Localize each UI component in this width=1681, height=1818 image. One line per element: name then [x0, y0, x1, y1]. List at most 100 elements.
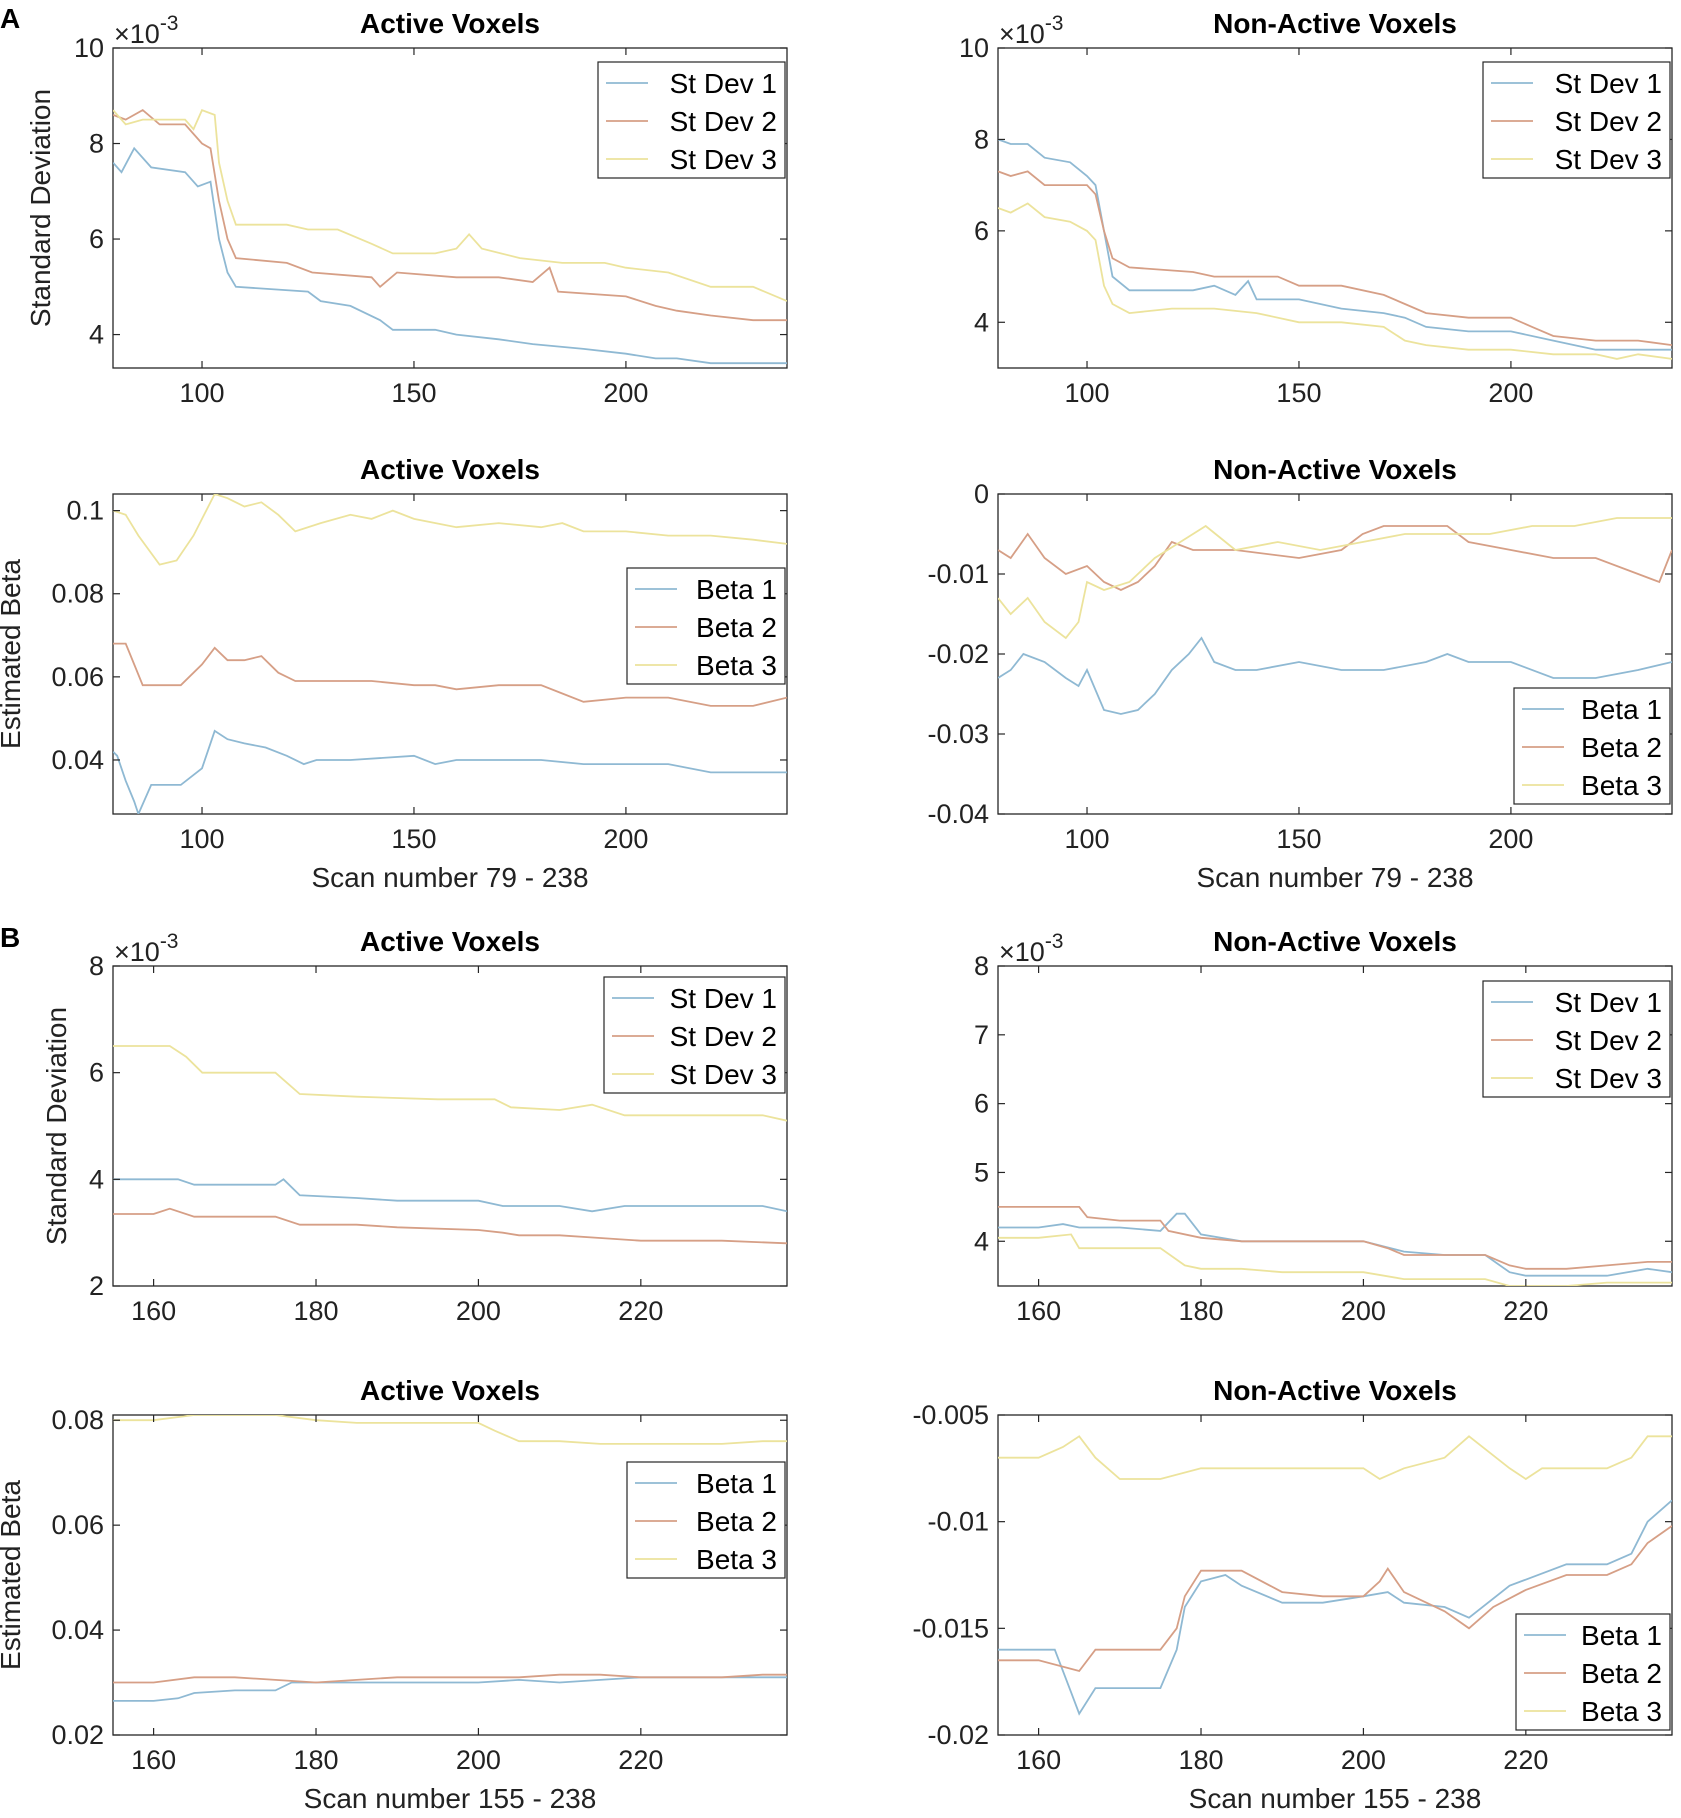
x-tick-label: 200 — [456, 1745, 501, 1775]
x-tick-label: 200 — [1488, 824, 1533, 854]
series-line-2 — [113, 1207, 787, 1245]
legend-entry: Beta 1 — [696, 1468, 777, 1499]
series-line-1 — [998, 1499, 1672, 1716]
y-tick-label: 0.1 — [66, 496, 104, 526]
legend-entry: Beta 3 — [696, 1544, 777, 1575]
y-tick-label: 5 — [974, 1157, 989, 1187]
exponent-base: ×10 — [999, 19, 1045, 49]
legend-entry: St Dev 2 — [670, 1021, 777, 1052]
exponent-base: ×10 — [114, 19, 160, 49]
chart-title: Non-Active Voxels — [1213, 1375, 1457, 1406]
x-tick-label: 160 — [1016, 1296, 1061, 1326]
legend-entry: St Dev 1 — [670, 68, 777, 99]
x-tick-label: 180 — [293, 1745, 338, 1775]
y-tick-label: 7 — [974, 1020, 989, 1050]
y-tick-label: -0.01 — [927, 559, 989, 589]
exponent-power: -3 — [160, 930, 179, 953]
series-line-3 — [998, 517, 1672, 640]
y-tick-label: 8 — [974, 951, 989, 981]
exponent-label: ×10-3 — [114, 12, 179, 49]
y-tick-label: 0.08 — [51, 1405, 104, 1435]
x-tick-label: 220 — [618, 1745, 663, 1775]
x-tick-label: 150 — [391, 378, 436, 408]
x-tick-label: 160 — [131, 1296, 176, 1326]
legend: St Dev 1 St Dev 2 St Dev 3 — [1482, 980, 1671, 1098]
series-line-3 — [113, 1045, 787, 1122]
legend-entry: Beta 3 — [1581, 1696, 1662, 1727]
legend-entry: St Dev 3 — [1555, 144, 1662, 175]
series-line-2 — [998, 525, 1672, 591]
legend: St Dev 1 St Dev 2 St Dev 3 — [603, 976, 786, 1094]
x-axis-label: Scan number 79 - 238 — [311, 862, 588, 893]
x-tick-label: 200 — [603, 824, 648, 854]
y-tick-label: 4 — [89, 1164, 104, 1194]
series-line-3 — [998, 1435, 1672, 1481]
y-tick-label: 0.06 — [51, 1510, 104, 1540]
y-tick-label: 6 — [974, 1089, 989, 1119]
legend: Beta 1 Beta 2 Beta 3 — [1513, 687, 1671, 805]
x-tick-label: 200 — [1488, 378, 1533, 408]
y-axis-label: Estimated Beta — [0, 1480, 26, 1670]
y-tick-label: -0.04 — [927, 799, 989, 829]
legend-entry: St Dev 2 — [1555, 1025, 1662, 1056]
legend-entry: Beta 3 — [1581, 770, 1662, 801]
y-tick-label: 0.02 — [51, 1720, 104, 1750]
legend-entry: Beta 2 — [1581, 1658, 1662, 1689]
y-tick-label: 8 — [89, 129, 104, 159]
y-tick-label: 2 — [89, 1271, 104, 1301]
y-tick-label: 4 — [974, 1226, 989, 1256]
x-tick-label: 100 — [179, 378, 224, 408]
y-tick-label: 6 — [974, 216, 989, 246]
chart-title: Non-Active Voxels — [1213, 8, 1457, 39]
legend: St Dev 1 St Dev 2 St Dev 3 — [1482, 61, 1671, 179]
x-tick-label: 150 — [1276, 824, 1321, 854]
x-axis-label: Scan number 79 - 238 — [1196, 862, 1473, 893]
x-axis-label: Scan number 155 - 238 — [1189, 1783, 1482, 1814]
chart-title: Non-Active Voxels — [1213, 454, 1457, 485]
series-line-1 — [998, 138, 1672, 351]
legend-entry: St Dev 3 — [1555, 1063, 1662, 1094]
legend-entry: Beta 3 — [696, 650, 777, 681]
chart-title: Active Voxels — [360, 454, 540, 485]
series-line-3 — [998, 1233, 1672, 1286]
y-tick-label: 4 — [89, 320, 104, 350]
legend-entry: Beta 2 — [696, 1506, 777, 1537]
x-tick-label: 200 — [1341, 1745, 1386, 1775]
x-tick-label: 200 — [603, 378, 648, 408]
x-tick-label: 150 — [391, 824, 436, 854]
y-axis-label: Estimated Beta — [0, 559, 26, 749]
chart-title: Active Voxels — [360, 926, 540, 957]
exponent-power: -3 — [1045, 930, 1064, 953]
chart-a3: 100 150 200 0.04 0.06 0.08 0.1 Active Voxels Est… — [0, 454, 788, 893]
legend-entry: St Dev 1 — [1555, 68, 1662, 99]
y-tick-label: 4 — [974, 307, 989, 337]
series-line-2 — [998, 1525, 1672, 1673]
y-tick-label: 0.08 — [51, 579, 104, 609]
x-tick-label: 200 — [456, 1296, 501, 1326]
x-tick-label: 220 — [1503, 1296, 1548, 1326]
series-line-1 — [113, 729, 787, 814]
series-line-2 — [998, 170, 1672, 346]
legend-box — [597, 61, 786, 179]
legend-entry: St Dev 3 — [670, 1059, 777, 1090]
chart-a4: 100 150 200 -0.04 -0.03 -0.02 -0.01 0 Non-Active… — [927, 454, 1673, 893]
chart-a1: 100 150 200 4 6 8 10 Active Voxels ×10-3 Standard… — [25, 8, 788, 408]
chart-b4: 160 180 200 220 -0.02 -0.015 -0.01 -0.005 Non-Ac… — [912, 1375, 1673, 1814]
y-axis-label: Standard Deviation — [41, 1007, 72, 1245]
y-tick-label: 0.04 — [51, 745, 104, 775]
panel-label-a: A — [0, 3, 20, 34]
y-tick-label: 0.04 — [51, 1615, 104, 1645]
series-line-3 — [113, 1415, 787, 1445]
series-line-3 — [113, 108, 787, 302]
legend-entry: St Dev 3 — [670, 144, 777, 175]
y-tick-label: 10 — [959, 33, 989, 63]
panel-label-b: B — [0, 922, 20, 953]
legend: St Dev 1 St Dev 2 St Dev 3 — [597, 61, 786, 179]
y-tick-label: -0.02 — [927, 1720, 989, 1750]
series-line-2 — [113, 109, 787, 322]
series-line-1 — [113, 1178, 787, 1213]
x-tick-label: 160 — [131, 1745, 176, 1775]
chart-title: Non-Active Voxels — [1213, 926, 1457, 957]
legend-entry: St Dev 1 — [1555, 987, 1662, 1018]
